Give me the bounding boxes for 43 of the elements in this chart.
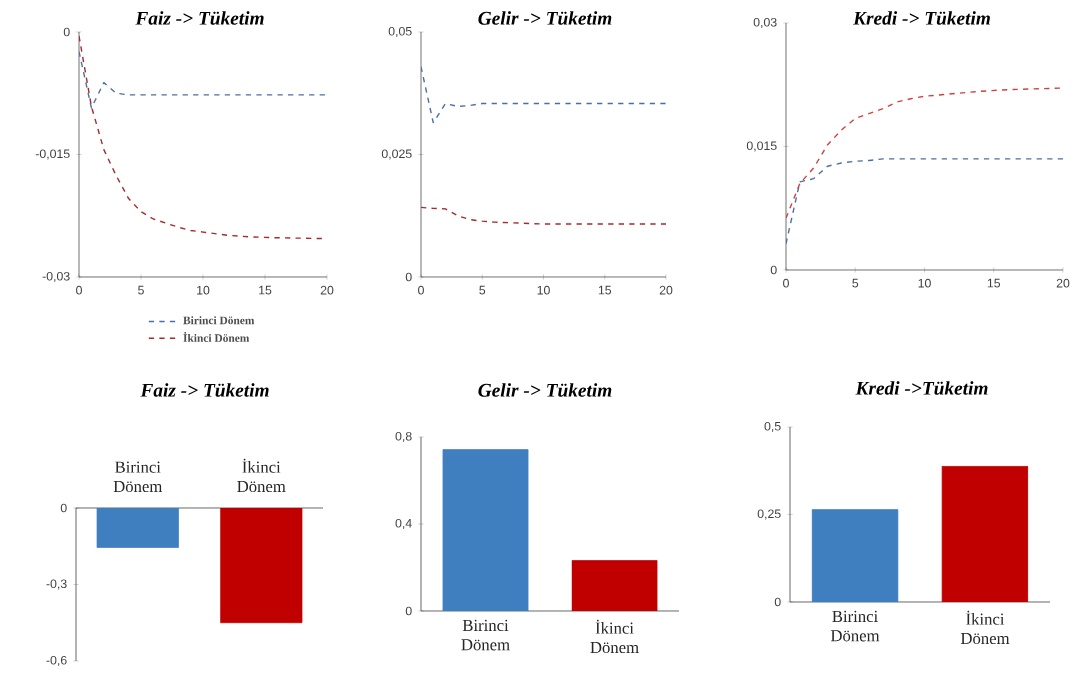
chart-title: Faiz -> Tüketim	[135, 11, 264, 25]
y-tick-label: 0,03	[753, 17, 777, 29]
legend-label: İkinci Dönem	[183, 332, 250, 342]
x-tick-label: İkinci Dönem	[590, 619, 639, 654]
y-tick-label: 0,4	[395, 518, 412, 530]
y-tick-label: -0,6	[46, 655, 67, 667]
x-tick-label: 15	[259, 285, 272, 295]
x-tick-label: 20	[659, 285, 673, 295]
y-tick-label: 0,05	[388, 26, 412, 38]
chart-title: Gelir -> Tüketim	[478, 11, 612, 25]
x-tick-label: 20	[1056, 278, 1070, 288]
y-tick-label: 0,015	[746, 141, 777, 152]
chart-title: Kredi ->Tüketim	[855, 381, 988, 395]
legend-label: Birinci Dönem	[183, 316, 255, 325]
y-tick-label: 0	[63, 27, 70, 37]
y-tick-label: 0,025	[381, 149, 412, 160]
x-tick-label: 0	[418, 285, 424, 295]
x-tick-label: 15	[987, 278, 1001, 288]
x-tick-label: 10	[537, 285, 550, 295]
y-tick-label: -0,3	[46, 579, 67, 590]
y-tick-label: 0	[770, 265, 777, 275]
chart-title: Gelir -> Tüketim	[478, 383, 612, 397]
x-tick-label: 20	[320, 285, 334, 295]
x-tick-label: 0	[76, 285, 82, 295]
x-tick-label: Birinci Dönem	[461, 619, 510, 651]
x-tick-label: İkinci Dönem	[960, 610, 1010, 645]
y-tick-label: 0,8	[395, 431, 412, 443]
x-tick-label: Birinci Dönem	[830, 610, 880, 642]
chart-title: Faiz -> Tüketim	[140, 383, 269, 397]
x-tick-label: 5	[852, 278, 859, 288]
y-tick-label: 0	[60, 503, 67, 513]
y-tick-label: -0,03	[42, 271, 70, 283]
x-tick-label: 15	[598, 285, 612, 295]
y-tick-label: 0	[774, 597, 781, 607]
x-tick-label: 0	[783, 278, 789, 288]
x-tick-label: 5	[138, 285, 144, 295]
chart-title: Kredi -> Tüketim	[853, 11, 990, 25]
x-tick-label: 5	[479, 285, 486, 295]
x-tick-label: 10	[918, 278, 931, 288]
y-tick-label: -0,015	[35, 149, 70, 160]
y-tick-label: 0,25	[757, 509, 781, 520]
x-tick-label: 10	[197, 285, 210, 295]
y-tick-label: 0,5	[764, 421, 781, 433]
